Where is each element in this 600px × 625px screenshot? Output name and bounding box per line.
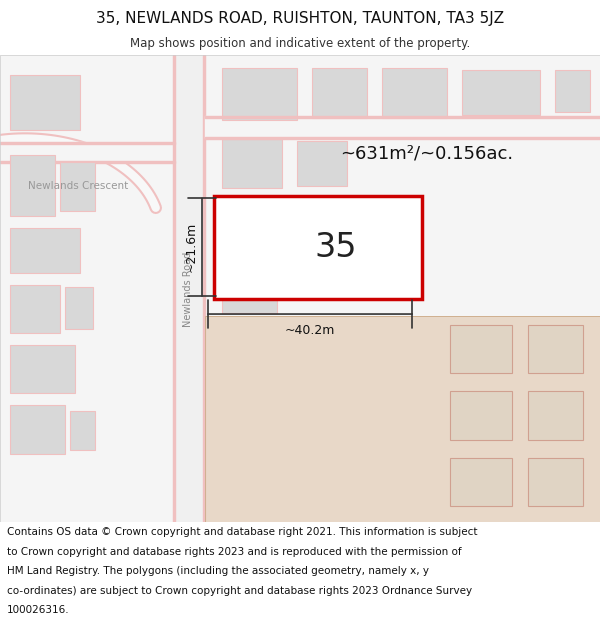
Text: Contains OS data © Crown copyright and database right 2021. This information is : Contains OS data © Crown copyright and d… [7, 527, 478, 537]
Text: Newlands Crescent: Newlands Crescent [28, 181, 128, 191]
Bar [70, 411, 95, 449]
Text: to Crown copyright and database rights 2023 and is reproduced with the permissio: to Crown copyright and database rights 2… [7, 547, 462, 557]
Text: ~631m²/~0.156ac.: ~631m²/~0.156ac. [340, 144, 513, 162]
Bar [65, 287, 93, 329]
Bar [0, 142, 175, 144]
Text: 35, NEWLANDS ROAD, RUISHTON, TAUNTON, TA3 5JZ: 35, NEWLANDS ROAD, RUISHTON, TAUNTON, TA… [96, 11, 504, 26]
Bar [10, 285, 60, 333]
Bar [205, 316, 600, 522]
Bar [222, 68, 297, 120]
Bar [203, 55, 205, 522]
Bar [222, 268, 277, 313]
Bar [205, 138, 600, 139]
Bar [312, 68, 367, 118]
Bar [60, 162, 95, 211]
Bar [173, 55, 175, 522]
Bar [555, 70, 590, 112]
Bar [222, 202, 302, 252]
Bar [297, 141, 347, 186]
Bar [462, 70, 540, 115]
Bar [528, 391, 583, 439]
Bar [0, 161, 175, 163]
Text: Map shows position and indicative extent of the property.: Map shows position and indicative extent… [130, 38, 470, 51]
Bar [0, 142, 175, 162]
Text: 35: 35 [315, 231, 357, 264]
Bar [173, 55, 205, 522]
Text: 100026316.: 100026316. [7, 606, 70, 616]
Bar [205, 316, 600, 522]
Bar [10, 406, 65, 454]
Bar [205, 116, 600, 138]
Bar [222, 139, 282, 188]
Bar [10, 228, 80, 273]
Text: Newlands Road: Newlands Road [183, 251, 193, 327]
Bar [528, 325, 583, 373]
Bar [450, 325, 512, 373]
Bar [450, 458, 512, 506]
Bar [216, 199, 284, 249]
Bar [450, 391, 512, 439]
Bar [214, 196, 422, 299]
Bar [10, 156, 55, 216]
Bar [205, 116, 600, 118]
Text: co-ordinates) are subject to Crown copyright and database rights 2023 Ordnance S: co-ordinates) are subject to Crown copyr… [7, 586, 472, 596]
Bar [382, 68, 447, 118]
Bar [10, 75, 80, 130]
Bar [10, 345, 75, 393]
Bar [528, 458, 583, 506]
Text: ~21.6m: ~21.6m [185, 222, 198, 272]
Text: HM Land Registry. The polygons (including the associated geometry, namely x, y: HM Land Registry. The polygons (includin… [7, 566, 429, 576]
Text: ~40.2m: ~40.2m [285, 324, 335, 337]
